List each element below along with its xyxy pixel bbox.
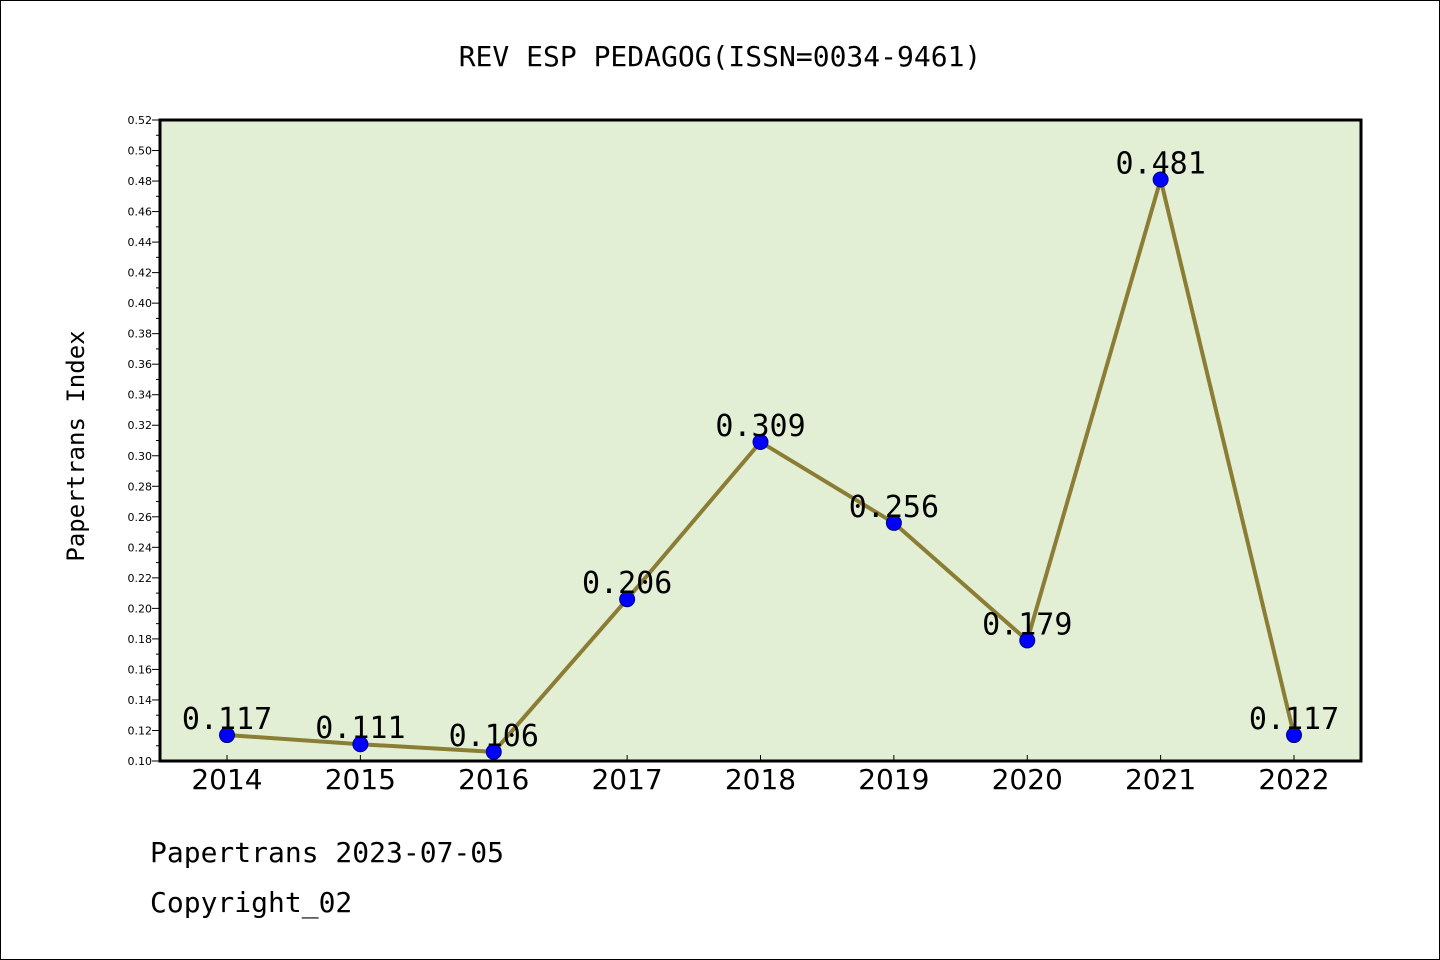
data-point: [1019, 632, 1036, 649]
data-point: [1286, 727, 1302, 744]
data-point: [619, 591, 636, 608]
data-labels: 0.117 0.111 0.106 0.206 0.309 0.256 0.179 0.481…: [182, 147, 1339, 754]
y-tick-label: 0.36: [128, 358, 153, 371]
y-tick-label: 0.28: [128, 480, 153, 493]
y-tick-label: 0.22: [128, 572, 153, 585]
x-tick-label: 2022: [1258, 763, 1329, 796]
y-tick-label: 0.44: [128, 236, 153, 249]
series-markers: [219, 171, 1302, 760]
x-tick-label: 2018: [725, 763, 796, 796]
data-point: [885, 514, 902, 531]
x-tick-label: 2017: [591, 763, 662, 796]
data-label: 0.481: [1115, 147, 1205, 182]
y-tick-label: 0.20: [128, 602, 153, 615]
y-axis: 0.10 0.12 0.14 0.16 0.18 0.20 0.22 0.24 0.26 0.28…: [128, 114, 160, 768]
footer-date: Papertrans 2023-07-05: [150, 836, 505, 869]
y-tick-label: 0.10: [128, 755, 153, 768]
data-label: 0.179: [982, 607, 1072, 642]
y-tick-label: 0.16: [128, 663, 153, 676]
y-tick-label: 0.24: [128, 541, 153, 554]
x-tick-label: 2014: [191, 763, 262, 796]
data-point: [752, 434, 769, 451]
y-tick-label: 0.26: [128, 511, 153, 524]
y-tick-label: 0.14: [128, 694, 153, 707]
data-point: [352, 736, 369, 753]
y-tick-label: 0.50: [128, 145, 153, 158]
y-tick-label: 0.18: [128, 633, 153, 646]
plot-border: [158, 118, 1363, 763]
data-label: 0.117: [182, 702, 272, 737]
data-label: 0.309: [715, 409, 805, 444]
y-tick-label: 0.32: [128, 419, 153, 432]
y-axis-title: Papertrans Index: [62, 330, 90, 561]
footer-copyright: Copyright_02: [150, 886, 353, 919]
x-tick-label: 2015: [325, 763, 396, 796]
data-point: [219, 727, 235, 744]
chart-title: REV ESP PEDAGOG(ISSN=0034-9461): [459, 40, 982, 73]
data-point: [1152, 171, 1169, 188]
data-point: [485, 743, 502, 760]
data-label: 0.206: [582, 566, 672, 601]
y-tick-label: 0.12: [128, 724, 153, 737]
y-tick-label: 0.30: [128, 450, 153, 463]
data-label: 0.106: [449, 719, 539, 754]
y-tick-label: 0.40: [128, 297, 153, 310]
data-label: 0.117: [1249, 702, 1339, 737]
x-tick-label: 2021: [1125, 763, 1196, 796]
x-tick-label: 2020: [992, 763, 1063, 796]
x-axis: 2014 2015 2016 2017 2018 2019 2020 2021 2022: [191, 755, 1330, 796]
y-tick-label: 0.38: [128, 328, 153, 341]
y-tick-label: 0.48: [128, 175, 153, 188]
data-label: 0.111: [315, 711, 405, 746]
x-tick-label: 2019: [858, 763, 929, 796]
y-tick-label: 0.52: [128, 114, 153, 127]
y-tick-label: 0.46: [128, 206, 153, 219]
x-tick-label: 2016: [458, 763, 529, 796]
data-label: 0.256: [849, 490, 939, 525]
y-tick-label: 0.42: [128, 267, 153, 280]
y-tick-label: 0.34: [128, 389, 153, 402]
